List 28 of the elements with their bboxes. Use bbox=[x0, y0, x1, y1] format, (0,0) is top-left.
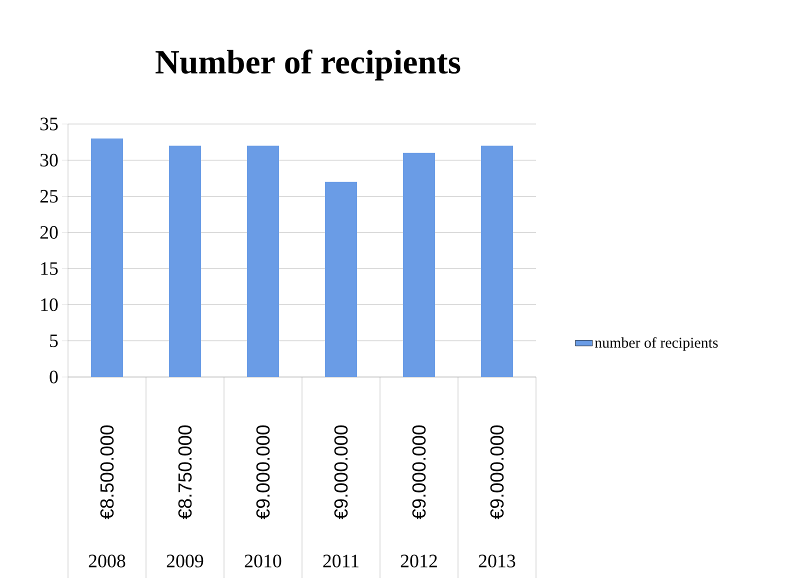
text: 2009 bbox=[166, 554, 204, 568]
bar bbox=[169, 146, 201, 377]
legend-label: number of recipients bbox=[594, 337, 718, 351]
x-tick-label: €9.000.000 bbox=[490, 425, 504, 520]
x-tick-label: €9.000.000 bbox=[256, 425, 270, 520]
text: 2012 bbox=[400, 554, 437, 568]
y-tick-label: 25 bbox=[40, 190, 58, 203]
x-tick-label: €8.750.000 bbox=[178, 425, 192, 520]
bar bbox=[481, 146, 513, 377]
bar bbox=[247, 146, 279, 377]
y-tick-label: 10 bbox=[41, 298, 58, 312]
x-tick-label: €9.000.000 bbox=[334, 425, 348, 520]
bar bbox=[325, 182, 357, 377]
y-tick-label: 30 bbox=[40, 154, 58, 167]
text: 2010 bbox=[244, 554, 282, 568]
y-tick-label: 5 bbox=[50, 334, 58, 348]
chart-title: Number of recipients bbox=[156, 49, 460, 81]
y-tick-label: 0 bbox=[50, 370, 58, 384]
y-tick-label: 15 bbox=[41, 262, 58, 275]
x-tick-label: €9.000.000 bbox=[412, 425, 426, 520]
y-tick-label: 20 bbox=[40, 226, 58, 239]
text: 2013 bbox=[478, 554, 516, 568]
bar bbox=[403, 152, 435, 377]
y-tick-label: 35 bbox=[40, 118, 58, 130]
x-tick-label: €8.500.000 bbox=[100, 425, 114, 520]
text: 2011 bbox=[323, 554, 358, 568]
text: 2008 bbox=[88, 554, 126, 568]
bar bbox=[91, 138, 123, 377]
